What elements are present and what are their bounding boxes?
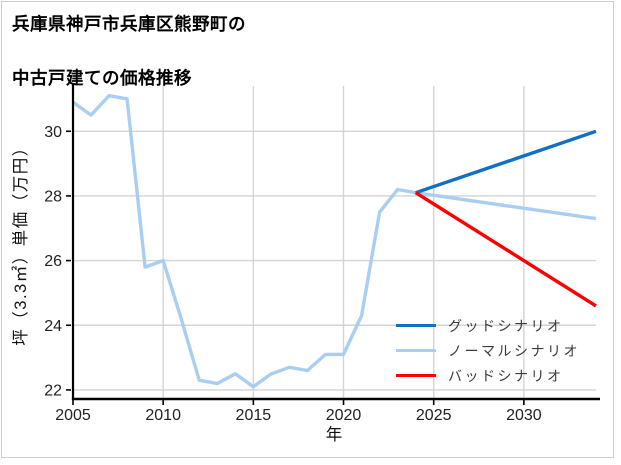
- x-axis-title: 年: [326, 425, 344, 444]
- y-tick-label: 28: [44, 188, 62, 205]
- y-tick-label: 26: [44, 253, 62, 270]
- legend-label-normal: ノーマルシナリオ: [448, 342, 580, 359]
- x-tick-label: 2010: [145, 407, 181, 424]
- x-tick-label: 2030: [506, 407, 542, 424]
- series-line: [415, 129, 597, 195]
- legend-line-swatch-good: [396, 323, 436, 328]
- x-tick-label: 2025: [416, 407, 452, 424]
- x-tick-label: 2020: [326, 407, 362, 424]
- page-title-line2: 中古戸建ての価格推移: [12, 68, 192, 89]
- series-line: [72, 93, 597, 389]
- legend-item-good: グッドシナリオ: [396, 313, 580, 338]
- x-tick-label: 2015: [236, 407, 272, 424]
- legend-line-swatch-bad: [396, 373, 436, 378]
- legend-line-swatch-normal: [396, 348, 436, 353]
- chart-legend: グッドシナリオ ノーマルシナリオ バッドシナリオ: [396, 313, 580, 388]
- page-title-line1: 兵庫県神戸市兵庫区熊野町の: [12, 14, 246, 34]
- y-tick-label: 22: [44, 382, 62, 399]
- page-title: 兵庫県神戸市兵庫区熊野町の 中古戸建ての価格推移: [12, 11, 246, 92]
- legend-label-good: グッドシナリオ: [448, 317, 564, 334]
- y-axis-title: 坪（3.3㎡）単価（万円）: [11, 138, 30, 345]
- chart-card-frame: [1, 1, 614, 458]
- legend-item-normal: ノーマルシナリオ: [396, 338, 580, 363]
- series-line: [414, 191, 597, 308]
- legend-item-bad: バッドシナリオ: [396, 363, 580, 388]
- x-tick-label: 2005: [55, 407, 91, 424]
- y-tick-label: 30: [44, 124, 62, 141]
- legend-label-bad: バッドシナリオ: [448, 367, 564, 384]
- y-tick-label: 24: [44, 318, 62, 335]
